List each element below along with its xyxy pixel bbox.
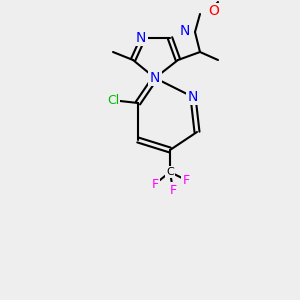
Text: O: O bbox=[208, 4, 219, 18]
Text: Cl: Cl bbox=[107, 94, 119, 107]
Text: N: N bbox=[188, 90, 198, 104]
Text: N: N bbox=[180, 24, 190, 38]
Text: N: N bbox=[150, 71, 160, 85]
Text: C: C bbox=[166, 167, 174, 177]
Text: F: F bbox=[152, 178, 159, 190]
Text: F: F bbox=[182, 173, 190, 187]
Text: N: N bbox=[136, 31, 146, 45]
Text: F: F bbox=[169, 184, 177, 196]
